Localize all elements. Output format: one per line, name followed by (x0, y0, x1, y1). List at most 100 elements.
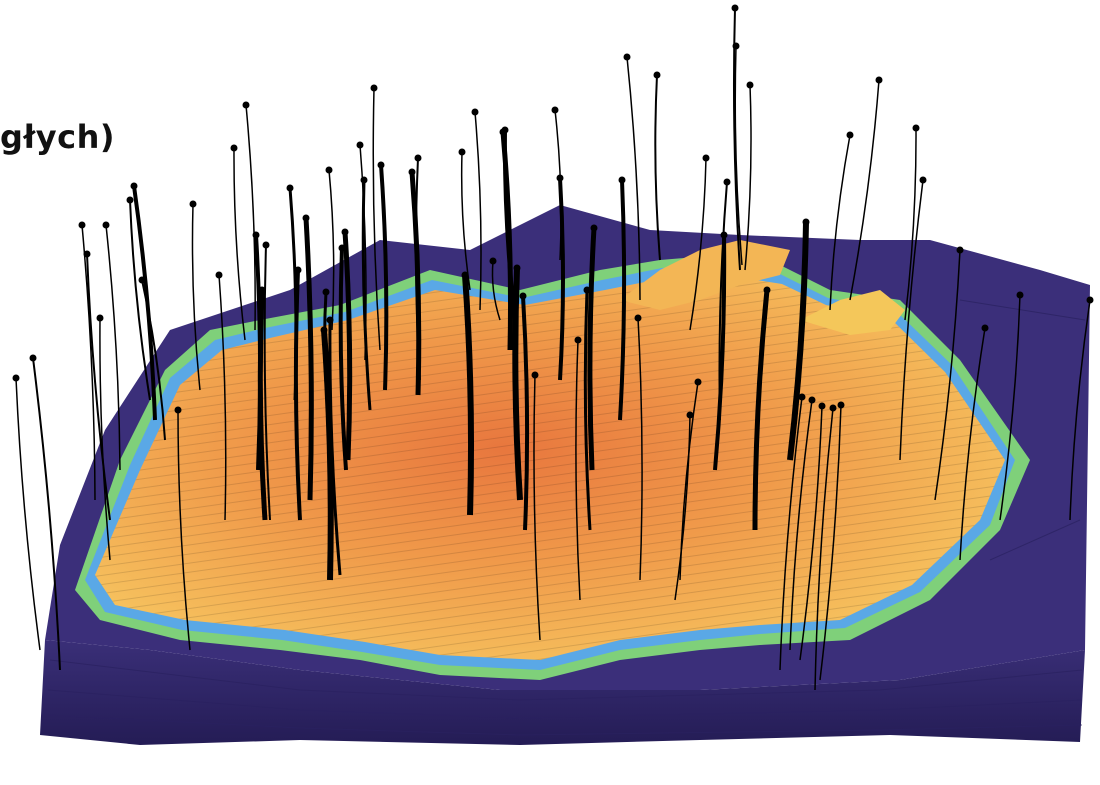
well-trajectory (245, 104, 256, 331)
well-trajectory (899, 179, 924, 461)
well-marker-icon (230, 144, 238, 152)
well-trajectory (15, 377, 41, 651)
pay-zone-texture (95, 275, 1005, 660)
well-marker-icon (356, 141, 364, 149)
well-trajectory (819, 404, 842, 681)
well-trajectory (587, 227, 597, 471)
well-trajectory (328, 169, 335, 331)
well-trajectory (338, 247, 348, 471)
well-marker-icon (912, 124, 920, 132)
well-marker-icon (513, 264, 521, 272)
well-marker-icon (618, 176, 626, 184)
well-marker-icon (623, 53, 631, 61)
well-trajectory (674, 414, 691, 601)
well-trajectory (554, 109, 562, 261)
well-marker-icon (189, 200, 197, 208)
well-trajectory (787, 221, 809, 461)
well-marker-icon (325, 166, 333, 174)
well-trajectory (752, 289, 770, 531)
well-marker-icon (286, 184, 294, 192)
well-marker-icon (408, 168, 416, 176)
well-marker-icon (489, 257, 497, 265)
well-marker-icon (798, 393, 806, 401)
well-marker-icon (96, 314, 104, 322)
well-trajectory (379, 164, 389, 391)
well-trajectory (372, 87, 381, 351)
well-marker-icon (320, 326, 328, 334)
well-marker-icon (919, 176, 927, 184)
well-marker-icon (551, 106, 559, 114)
well-trajectory (829, 134, 851, 311)
well-trajectory (779, 396, 803, 671)
well-trajectory (618, 179, 627, 421)
well-trajectory (502, 129, 517, 321)
well-marker-icon (341, 228, 349, 236)
well-marker-icon (458, 148, 466, 156)
well-marker-icon (956, 246, 964, 254)
well-marker-icon (12, 374, 20, 382)
pay-zone-e-lobe (800, 290, 905, 335)
well-marker-icon (174, 406, 182, 414)
well-marker-icon (829, 404, 837, 412)
well-trajectory (713, 234, 727, 471)
well-marker-icon (215, 271, 223, 279)
well-marker-icon (720, 231, 728, 239)
well-marker-icon (583, 286, 591, 294)
well-trajectory (744, 84, 752, 271)
well-trajectory (99, 317, 111, 561)
well-marker-icon (653, 71, 661, 79)
grid-texture (45, 299, 1086, 736)
well-marker-icon (808, 396, 816, 404)
well-trajectory (799, 405, 823, 661)
well-trajectory (734, 45, 743, 266)
well-trajectory (328, 319, 342, 576)
well-marker-icon (414, 154, 422, 162)
well-trajectory (1069, 299, 1091, 521)
well-trajectory (999, 294, 1021, 521)
well-marker-icon (981, 324, 989, 332)
well-marker-icon (302, 214, 310, 222)
well-marker-icon (702, 154, 710, 162)
well-marker-icon (83, 250, 91, 258)
well-marker-icon (78, 221, 86, 229)
well-marker-icon (763, 286, 771, 294)
well-marker-icon (471, 108, 479, 116)
grid-front-face (40, 640, 1085, 745)
well-trajectory (732, 7, 741, 271)
well-marker-icon (377, 161, 385, 169)
well-trajectory (934, 249, 961, 501)
well-marker-icon (262, 241, 270, 249)
well-trajectory (342, 231, 353, 461)
well-trajectory (959, 327, 986, 561)
well-marker-icon (1016, 291, 1024, 299)
well-marker-icon (746, 81, 754, 89)
well-trajectory (32, 357, 61, 671)
well-marker-icon (634, 314, 642, 322)
well-marker-icon (1086, 296, 1094, 304)
well-trajectory (254, 234, 263, 471)
well-marker-icon (837, 401, 845, 409)
well-trajectory (849, 79, 880, 301)
well-marker-icon (732, 42, 740, 50)
well-marker-icon (322, 288, 330, 296)
well-trajectory (177, 409, 191, 651)
well-trajectory (191, 203, 201, 391)
well-marker-icon (29, 354, 37, 362)
well-trajectory (81, 224, 96, 501)
well-marker-icon (686, 411, 694, 419)
well-marker-icon (590, 224, 598, 232)
well-trajectory (626, 56, 641, 301)
well-marker-icon (338, 244, 346, 252)
well-trajectory (462, 274, 475, 516)
well-marker-icon (130, 182, 138, 190)
well-marker-icon (242, 101, 250, 109)
well-marker-icon (138, 276, 146, 284)
well-trajectory (575, 339, 581, 601)
well-marker-icon (501, 126, 509, 134)
well-trajectory (512, 267, 523, 501)
well-trajectory (218, 274, 227, 521)
well-trajectory (637, 317, 643, 581)
well-marker-icon (694, 378, 702, 386)
well-trajectory (789, 399, 813, 651)
